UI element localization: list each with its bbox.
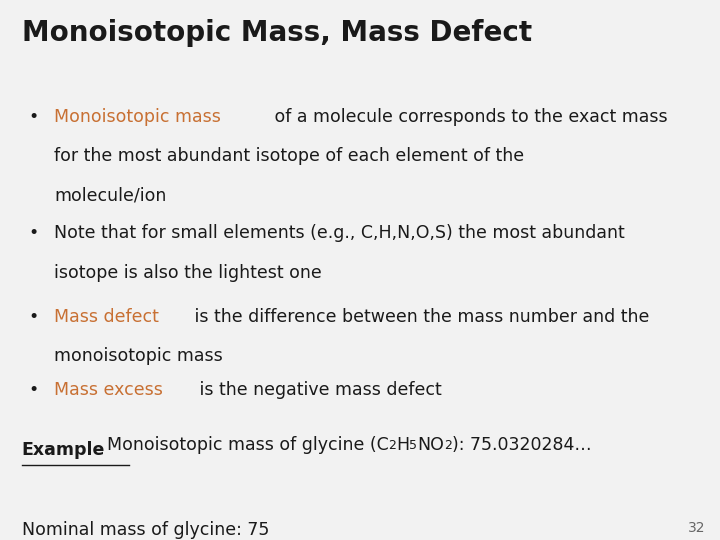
- Text: Nominal mass of glycine: 75: Nominal mass of glycine: 75: [22, 521, 269, 539]
- Text: molecule/ion: molecule/ion: [54, 187, 166, 205]
- Text: •: •: [29, 108, 39, 126]
- Text: for the most abundant isotope of each element of the: for the most abundant isotope of each el…: [54, 147, 524, 165]
- Text: Mass defect: Mass defect: [54, 308, 159, 326]
- Text: monoisotopic mass: monoisotopic mass: [54, 347, 222, 365]
- Text: is the negative mass defect: is the negative mass defect: [194, 381, 442, 399]
- Text: Monoisotopic mass of glycine (C: Monoisotopic mass of glycine (C: [107, 436, 389, 454]
- Text: Example: Example: [22, 441, 105, 459]
- Text: is the difference between the mass number and the: is the difference between the mass numbe…: [189, 308, 649, 326]
- Text: •: •: [29, 381, 39, 399]
- Text: •: •: [29, 308, 39, 326]
- Text: •: •: [29, 224, 39, 242]
- Text: isotope is also the lightest one: isotope is also the lightest one: [54, 264, 322, 281]
- Text: Monoisotopic Mass, Mass Defect: Monoisotopic Mass, Mass Defect: [22, 19, 532, 47]
- Text: ): 75.0320284…: ): 75.0320284…: [452, 436, 592, 454]
- Text: 32: 32: [688, 521, 706, 535]
- Text: NO: NO: [418, 436, 444, 454]
- Text: Mass excess: Mass excess: [54, 381, 163, 399]
- Text: of a molecule corresponds to the exact mass: of a molecule corresponds to the exact m…: [269, 108, 668, 126]
- Text: 2: 2: [444, 440, 452, 453]
- Text: 5: 5: [410, 440, 418, 453]
- Text: H: H: [397, 436, 410, 454]
- Text: Monoisotopic mass: Monoisotopic mass: [54, 108, 221, 126]
- Text: Note that for small elements (e.g., C,H,N,O,S) the most abundant: Note that for small elements (e.g., C,H,…: [54, 224, 625, 242]
- Text: 2: 2: [389, 440, 397, 453]
